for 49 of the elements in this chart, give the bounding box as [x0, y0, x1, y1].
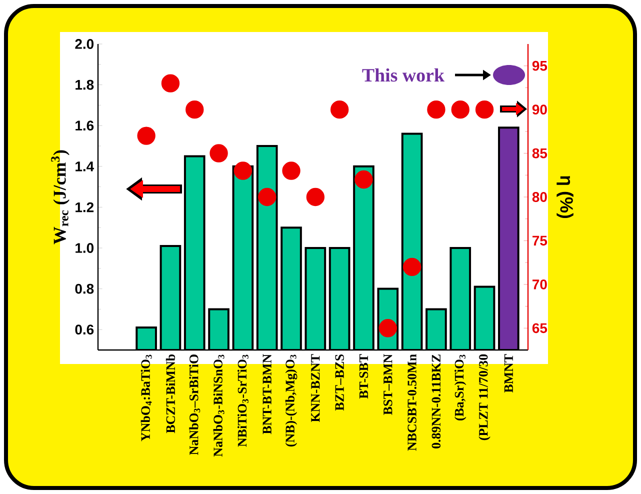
point	[282, 162, 300, 180]
point	[258, 188, 276, 206]
point	[137, 126, 156, 145]
x-tick-label: YNbO$_{4}$:BaTiO$_{3}$	[140, 354, 152, 442]
y-tick-label: 2.0	[75, 39, 94, 49]
point	[210, 144, 228, 162]
x-tick-label: (PLZT 11/70/30	[478, 354, 490, 440]
x-tick-label: (Ba,Sr)TiO$_{3}$	[454, 354, 466, 420]
x-tick-label: (NB)-(Nb,Mg)O$_{3}$	[285, 354, 298, 447]
x-tick-label: NBiTiO$_{3}$-SrTiO$_{3}$	[237, 354, 248, 447]
point	[475, 100, 494, 119]
point	[186, 100, 204, 119]
point	[378, 319, 397, 338]
y-tick-label: 1.2	[76, 202, 94, 212]
x-tick-label: BNT-BT-BMN	[262, 354, 272, 434]
x-tick-label: BST–BMN	[384, 354, 392, 415]
point	[402, 258, 422, 276]
x-tick-label: NaNbO$_{3}$–SrBiTiO	[189, 354, 200, 455]
x-tick-label: BCZT-BiMNb	[166, 354, 176, 434]
x-tick-label: NaNbO$_{3}$-BiNSnO$_{3}$	[213, 354, 224, 457]
y-tick-label: 1.6	[76, 120, 94, 131]
point	[234, 162, 252, 180]
y2-tick-label: 85	[532, 148, 548, 158]
point	[451, 100, 470, 119]
y-tick-label: 1.8	[76, 80, 94, 90]
point	[427, 100, 446, 119]
y-axis-title: W$_{rec}$ (J/cm$^{3}$)	[51, 150, 70, 244]
x-tick-label: BZT–BZS	[335, 354, 344, 411]
point	[330, 100, 349, 119]
annotation: This work	[362, 68, 444, 82]
y2-tick-label: 95	[532, 60, 548, 71]
y2-tick-label: 65	[532, 323, 548, 334]
x-tick-label: KNN-BZNT	[311, 354, 320, 422]
y2-axis-title: η (%)	[556, 176, 574, 218]
y-tick-label: 1.4	[76, 162, 94, 172]
x-tick-label: NBCSBT-0.50Mn	[408, 354, 416, 451]
x-tick-label: 0.89NN-0.11BKZ	[432, 354, 441, 448]
x-tick-label: BMNT	[504, 354, 513, 393]
point	[306, 188, 325, 206]
y2-tick-label: 75	[532, 236, 548, 246]
y2-tick-label: 80	[532, 192, 547, 202]
y2-tick-label: 70	[532, 279, 547, 290]
point	[161, 74, 180, 92]
y-tick-label: 0.6	[75, 324, 94, 335]
y-tick-label: 0.8	[75, 284, 94, 294]
x-tick-label: BT-SBT	[359, 354, 368, 399]
y-tick-label: 1.0	[76, 243, 94, 253]
point	[354, 170, 373, 189]
y2-tick-label: 90	[532, 104, 547, 115]
